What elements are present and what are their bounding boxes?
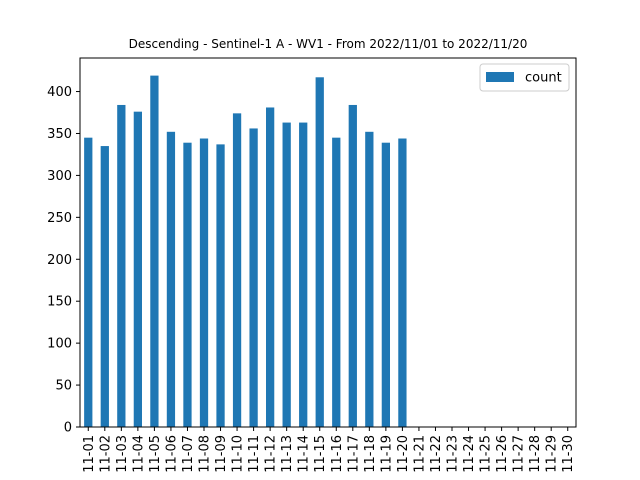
- bar-11-13: [282, 122, 291, 427]
- bar-11-12: [266, 107, 275, 427]
- x-tick-label: 11-23: [446, 435, 461, 473]
- legend-swatch-count: [486, 72, 514, 82]
- x-tick-label: 11-22: [429, 435, 444, 473]
- bar-11-16: [332, 137, 341, 428]
- x-tick-label: 11-21: [412, 435, 427, 473]
- x-tick-label: 11-29: [545, 435, 560, 473]
- chart-title: Descending - Sentinel-1 A - WV1 - From 2…: [129, 37, 528, 51]
- x-tick-label: 11-03: [115, 435, 130, 473]
- x-tick-label: 11-04: [131, 435, 146, 473]
- y-tick-label: 350: [47, 127, 72, 142]
- legend-box: [479, 63, 570, 92]
- bar-11-14: [299, 122, 308, 427]
- y-tick-label: 50: [55, 379, 72, 394]
- x-tick-label: 11-25: [479, 435, 494, 473]
- x-tick-label: 11-15: [313, 435, 328, 473]
- x-tick-label: 11-06: [164, 435, 179, 473]
- bar-11-19: [381, 142, 390, 427]
- bar-11-17: [348, 104, 357, 428]
- x-tick-label: 11-13: [280, 435, 295, 473]
- x-tick-label: 11-30: [561, 435, 576, 473]
- x-tick-label: 11-27: [512, 435, 527, 473]
- x-tick-label: 11-28: [528, 435, 543, 473]
- bar-11-06: [166, 131, 176, 428]
- x-tick-label: 11-17: [346, 435, 361, 473]
- bar-11-18: [365, 131, 374, 428]
- bar-11-20: [398, 138, 407, 427]
- bar-11-07: [183, 142, 192, 427]
- x-tick-label: 11-26: [495, 435, 510, 473]
- bar-11-02: [100, 146, 109, 427]
- bar-11-08: [199, 138, 209, 427]
- y-tick-label: 0: [64, 421, 72, 436]
- bar-11-15: [315, 77, 324, 427]
- plot-frame: [79, 57, 577, 428]
- y-tick-label: 250: [47, 211, 72, 226]
- x-tick-label: 11-12: [264, 435, 279, 473]
- legend: count: [479, 63, 570, 92]
- bar-11-10: [232, 113, 242, 427]
- x-tick-label: 11-19: [379, 435, 394, 473]
- x-tick-label: 11-11: [247, 435, 262, 473]
- bar-11-11: [249, 128, 258, 427]
- y-tick-label: 100: [47, 337, 72, 352]
- x-tick-label: 11-18: [363, 435, 378, 473]
- y-tick-label: 200: [47, 253, 72, 268]
- x-tick-label: 11-08: [198, 435, 213, 473]
- bar-11-05: [150, 75, 159, 428]
- y-tick-label: 150: [47, 295, 72, 310]
- x-tick-label: 11-20: [396, 435, 411, 473]
- bar-11-01: [84, 137, 93, 428]
- bar-11-09: [216, 144, 225, 427]
- x-tick-label: 11-09: [214, 435, 229, 473]
- x-tick-label: 11-05: [148, 435, 163, 473]
- x-tick-label: 11-02: [98, 435, 113, 473]
- x-tick-label: 11-07: [181, 435, 196, 473]
- x-tick-label: 11-16: [330, 435, 345, 473]
- bar-11-04: [133, 111, 142, 428]
- bars-layer: [84, 75, 407, 428]
- y-tick-label: 300: [47, 169, 72, 184]
- x-tick-label: 11-10: [231, 435, 246, 473]
- bar-11-03: [117, 104, 126, 428]
- y-tick-label: 400: [47, 85, 72, 100]
- x-tick-label: 11-14: [297, 435, 312, 473]
- legend-label-count: count: [525, 71, 562, 86]
- x-tick-label: 11-24: [462, 435, 477, 473]
- x-tick-label: 11-01: [82, 435, 97, 473]
